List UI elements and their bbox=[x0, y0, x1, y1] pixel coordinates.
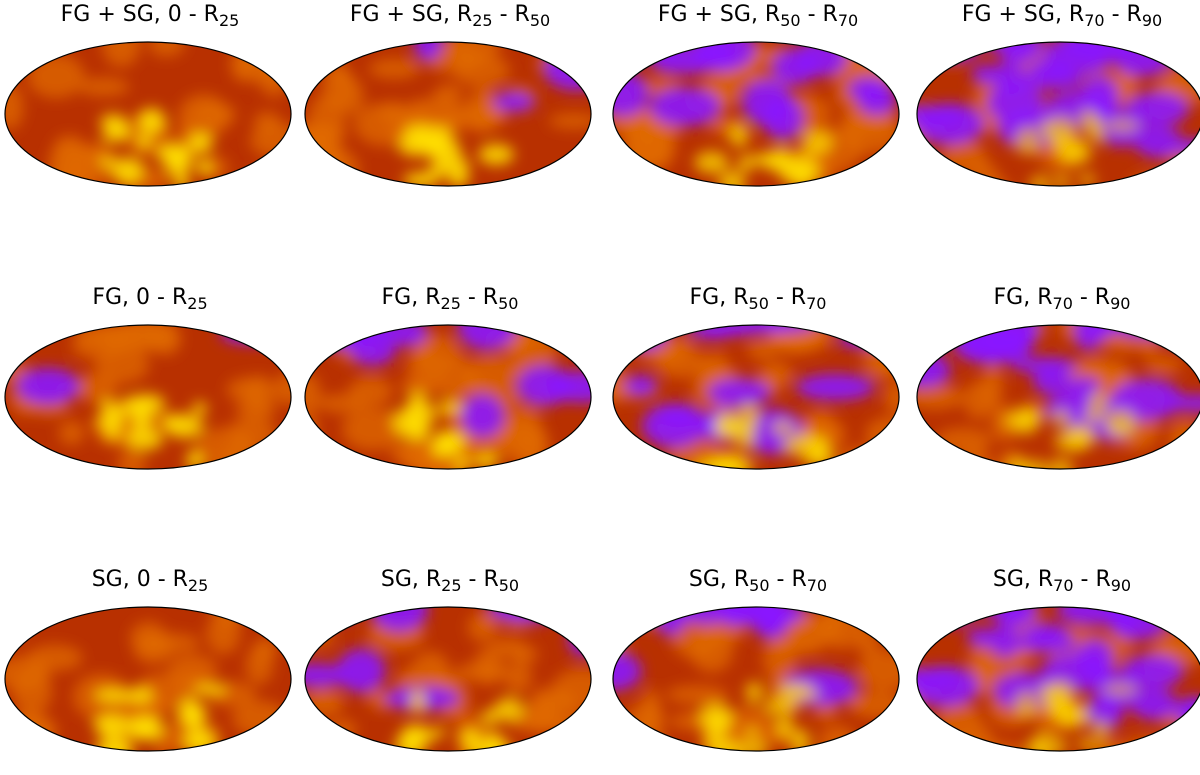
sky-map bbox=[3, 605, 293, 753]
sky-map bbox=[915, 40, 1200, 188]
title-subscript: 70 bbox=[838, 11, 858, 30]
sky-map-panel: FG + SG, 0 - R25 bbox=[0, 0, 300, 210]
title-text: FG, R bbox=[382, 285, 441, 310]
title-text: - R bbox=[462, 567, 499, 592]
title-subscript: 50 bbox=[530, 11, 550, 30]
title-text: - R bbox=[1074, 567, 1111, 592]
title-subscript: 50 bbox=[499, 576, 519, 595]
sky-map-panel: FG + SG, R50 - R70 bbox=[608, 0, 908, 210]
panel-title: FG, R70 - R90 bbox=[912, 283, 1200, 319]
panel-title: FG + SG, R50 - R70 bbox=[608, 0, 908, 36]
title-subscript: 90 bbox=[1110, 294, 1130, 313]
panel-title: FG, 0 - R25 bbox=[0, 283, 300, 319]
panel-title: SG, R70 - R90 bbox=[912, 565, 1200, 601]
title-subscript: 70 bbox=[806, 294, 826, 313]
title-text: - R bbox=[770, 567, 807, 592]
sky-map-panel: FG, 0 - R25 bbox=[0, 283, 300, 493]
title-subscript: 50 bbox=[780, 11, 800, 30]
sky-map-panel: FG, R50 - R70 bbox=[608, 283, 908, 493]
panel-title: FG + SG, 0 - R25 bbox=[0, 0, 300, 36]
title-text: - R bbox=[801, 2, 838, 27]
sky-map bbox=[303, 40, 593, 188]
sky-map-panel: FG + SG, R70 - R90 bbox=[912, 0, 1200, 210]
title-text: - R bbox=[1105, 2, 1142, 27]
sky-map-panel: SG, 0 - R25 bbox=[0, 565, 300, 775]
title-text: FG + SG, R bbox=[658, 2, 780, 27]
sky-map-panel: FG + SG, R25 - R50 bbox=[300, 0, 600, 210]
title-text: FG, R bbox=[690, 285, 749, 310]
sky-map bbox=[3, 40, 293, 188]
sky-map bbox=[303, 323, 593, 471]
title-subscript: 25 bbox=[472, 11, 492, 30]
title-text: SG, 0 - R bbox=[92, 567, 188, 592]
sky-map-panel: SG, R50 - R70 bbox=[608, 565, 908, 775]
title-subscript: 25 bbox=[441, 294, 461, 313]
panel-title: FG, R25 - R50 bbox=[300, 283, 600, 319]
title-text: SG, R bbox=[689, 567, 749, 592]
sky-map bbox=[915, 323, 1200, 471]
title-text: SG, R bbox=[381, 567, 441, 592]
title-subscript: 25 bbox=[219, 11, 239, 30]
title-subscript: 50 bbox=[749, 294, 769, 313]
sky-map bbox=[611, 323, 901, 471]
title-subscript: 70 bbox=[1084, 11, 1104, 30]
title-subscript: 25 bbox=[187, 294, 207, 313]
title-subscript: 25 bbox=[441, 576, 461, 595]
sky-map bbox=[611, 605, 901, 753]
panel-title: FG, R50 - R70 bbox=[608, 283, 908, 319]
title-text: SG, R bbox=[993, 567, 1053, 592]
sky-map-panel: SG, R25 - R50 bbox=[300, 565, 600, 775]
title-text: FG + SG, R bbox=[962, 2, 1084, 27]
sky-map-panel: FG, R25 - R50 bbox=[300, 283, 600, 493]
sky-map-panel: FG, R70 - R90 bbox=[912, 283, 1200, 493]
sky-map bbox=[303, 605, 593, 753]
sky-map bbox=[915, 605, 1200, 753]
title-text: - R bbox=[1073, 285, 1110, 310]
panel-title: SG, 0 - R25 bbox=[0, 565, 300, 601]
title-subscript: 90 bbox=[1111, 576, 1131, 595]
title-text: - R bbox=[493, 2, 530, 27]
title-text: - R bbox=[461, 285, 498, 310]
panel-title: SG, R50 - R70 bbox=[608, 565, 908, 601]
title-subscript: 25 bbox=[188, 576, 208, 595]
panel-title: FG + SG, R25 - R50 bbox=[300, 0, 600, 36]
panel-title: SG, R25 - R50 bbox=[300, 565, 600, 601]
sky-map bbox=[3, 323, 293, 471]
title-text: FG, R bbox=[994, 285, 1053, 310]
title-subscript: 50 bbox=[749, 576, 769, 595]
sky-map bbox=[611, 40, 901, 188]
title-text: FG + SG, 0 - R bbox=[61, 2, 219, 27]
title-subscript: 70 bbox=[1053, 576, 1073, 595]
title-text: FG + SG, R bbox=[350, 2, 472, 27]
title-subscript: 50 bbox=[498, 294, 518, 313]
title-text: FG, 0 - R bbox=[92, 285, 187, 310]
title-subscript: 70 bbox=[807, 576, 827, 595]
sky-map-panel: SG, R70 - R90 bbox=[912, 565, 1200, 775]
title-subscript: 90 bbox=[1142, 11, 1162, 30]
title-text: - R bbox=[769, 285, 806, 310]
panel-title: FG + SG, R70 - R90 bbox=[912, 0, 1200, 36]
title-subscript: 70 bbox=[1053, 294, 1073, 313]
